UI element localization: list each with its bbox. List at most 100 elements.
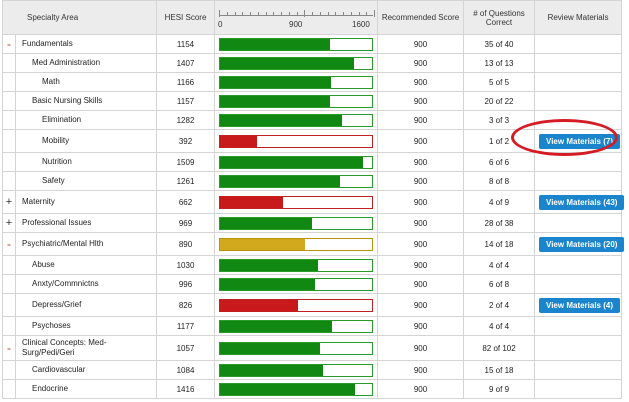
score-bar-cell — [214, 379, 379, 399]
specialty-area-cell: Psychiatric/Mental Hlth — [14, 232, 158, 256]
expander-cell — [2, 152, 16, 172]
score-bar — [219, 298, 374, 312]
score-bar-fill — [220, 76, 331, 88]
review-materials-cell — [534, 53, 623, 73]
hesi-score-value: 392 — [156, 129, 216, 153]
collapse-toggle-icon[interactable]: - — [2, 335, 16, 361]
questions-correct-value: 20 of 22 — [463, 91, 536, 111]
review-materials-cell — [534, 110, 623, 130]
recommended-score-value: 900 — [377, 34, 465, 54]
score-bar-cell — [214, 255, 379, 275]
questions-correct-value: 4 of 4 — [463, 255, 536, 275]
score-scale-axis: 0 900 1600 — [215, 1, 377, 34]
expander-cell — [2, 274, 16, 294]
questions-correct-value: 1 of 2 — [463, 129, 536, 153]
table-row: Depress/Grief 826 900 2 of 4 View Materials … — [2, 293, 623, 317]
specialty-area-name: Elimination — [42, 115, 82, 124]
questions-correct-value: 4 of 4 — [463, 316, 536, 336]
questions-correct-value: 82 of 102 — [463, 335, 536, 361]
specialty-area-name: Med Administration — [32, 58, 101, 67]
table-row: Med Administration 1407 900 13 of 13 — [2, 53, 623, 73]
score-bar — [219, 56, 374, 70]
score-bar-fill — [220, 217, 313, 229]
score-bar — [219, 195, 374, 209]
specialty-area-name: Professional Issues — [22, 218, 92, 227]
specialty-area-name: Psychiatric/Mental Hlth — [22, 239, 104, 248]
hesi-score-value: 662 — [156, 190, 216, 214]
recommended-score-value: 900 — [377, 72, 465, 92]
hesi-score-value: 1407 — [156, 53, 216, 73]
score-bar-cell — [214, 232, 379, 256]
hesi-score-value: 1157 — [156, 91, 216, 111]
hesi-score-value: 1154 — [156, 34, 216, 54]
expander-cell — [2, 72, 16, 92]
table-row: Endocrine 1416 900 9 of 9 — [2, 379, 623, 399]
score-bar — [219, 341, 374, 355]
review-materials-cell — [534, 274, 623, 294]
specialty-area-cell: Nutrition — [14, 152, 158, 172]
hesi-score-value: 1084 — [156, 360, 216, 380]
table-row: - Psychiatric/Mental Hlth 890 900 14 of 18 Vi… — [2, 232, 625, 256]
score-bar — [219, 174, 374, 188]
score-bar — [219, 216, 374, 230]
table-row: + Maternity 662 900 4 of 9 View Materials (43… — [2, 190, 625, 214]
score-bar-fill — [220, 278, 315, 290]
score-bar-fill — [220, 383, 355, 395]
scale-tick — [359, 12, 361, 16]
questions-correct-value: 35 of 40 — [463, 34, 536, 54]
header-specialty-area: Specialty Area — [1, 0, 158, 35]
score-bar-fill — [220, 342, 321, 354]
expand-toggle-icon[interactable]: + — [2, 190, 16, 214]
scale-label-max: 1600 — [352, 20, 370, 29]
score-bar-cell — [214, 316, 379, 336]
specialty-area-cell: Abuse — [14, 255, 158, 275]
specialty-area-name: Nutrition — [42, 157, 72, 166]
specialty-area-cell: Professional Issues — [14, 213, 158, 233]
recommended-score-value: 900 — [377, 53, 465, 73]
recommended-score-value: 900 — [377, 360, 465, 380]
scale-label-mid: 900 — [289, 20, 303, 29]
specialty-area-cell: Clinical Concepts: Med-Surg/Pedi/Geri — [14, 335, 158, 361]
view-materials-button[interactable]: View Materials (4) — [539, 297, 621, 313]
score-bar-cell — [214, 110, 379, 130]
score-bar-cell — [214, 91, 379, 111]
specialty-area-cell: Med Administration — [14, 53, 158, 73]
questions-correct-value: 3 of 3 — [463, 110, 536, 130]
table-row: Math 1166 900 5 of 5 — [2, 72, 623, 92]
collapse-toggle-icon[interactable]: - — [2, 34, 16, 54]
recommended-score-value: 900 — [377, 255, 465, 275]
view-materials-button[interactable]: View Materials (7) — [539, 133, 621, 149]
recommended-score-value: 900 — [377, 91, 465, 111]
table-row: Abuse 1030 900 4 of 4 — [2, 255, 623, 275]
specialty-area-name: Depress/Grief — [32, 300, 82, 309]
hesi-score-value: 826 — [156, 293, 216, 317]
review-materials-cell — [534, 335, 623, 361]
specialty-area-cell: Elimination — [14, 110, 158, 130]
specialty-area-cell: Anxty/Commnictns — [14, 274, 158, 294]
view-materials-button[interactable]: View Materials (43) — [539, 194, 625, 210]
expander-cell — [2, 129, 16, 153]
table-row: Anxty/Commnictns 996 900 6 of 8 — [2, 274, 623, 294]
scale-tick — [227, 12, 229, 16]
score-bar-cell — [214, 171, 379, 191]
view-materials-button[interactable]: View Materials (20) — [539, 236, 625, 252]
score-bar-cell — [214, 213, 379, 233]
expand-toggle-icon[interactable]: + — [2, 213, 16, 233]
scale-tick — [242, 12, 244, 16]
hesi-score-value: 1177 — [156, 316, 216, 336]
specialty-area-cell: Basic Nursing Skills — [14, 91, 158, 111]
score-bar-cell — [214, 72, 379, 92]
expander-cell — [2, 316, 16, 336]
specialty-area-name: Safety — [42, 176, 65, 185]
recommended-score-value: 900 — [377, 171, 465, 191]
specialty-area-name: Basic Nursing Skills — [32, 96, 103, 105]
hesi-score-value: 1057 — [156, 335, 216, 361]
specialty-area-name: Endocrine — [32, 384, 69, 393]
score-bar-fill — [220, 299, 299, 311]
header-questions-correct: # of Questions Correct — [463, 0, 536, 35]
score-bar-cell — [214, 190, 379, 214]
hesi-score-value: 996 — [156, 274, 216, 294]
collapse-toggle-icon[interactable]: - — [2, 232, 16, 256]
scale-tick — [266, 12, 268, 16]
